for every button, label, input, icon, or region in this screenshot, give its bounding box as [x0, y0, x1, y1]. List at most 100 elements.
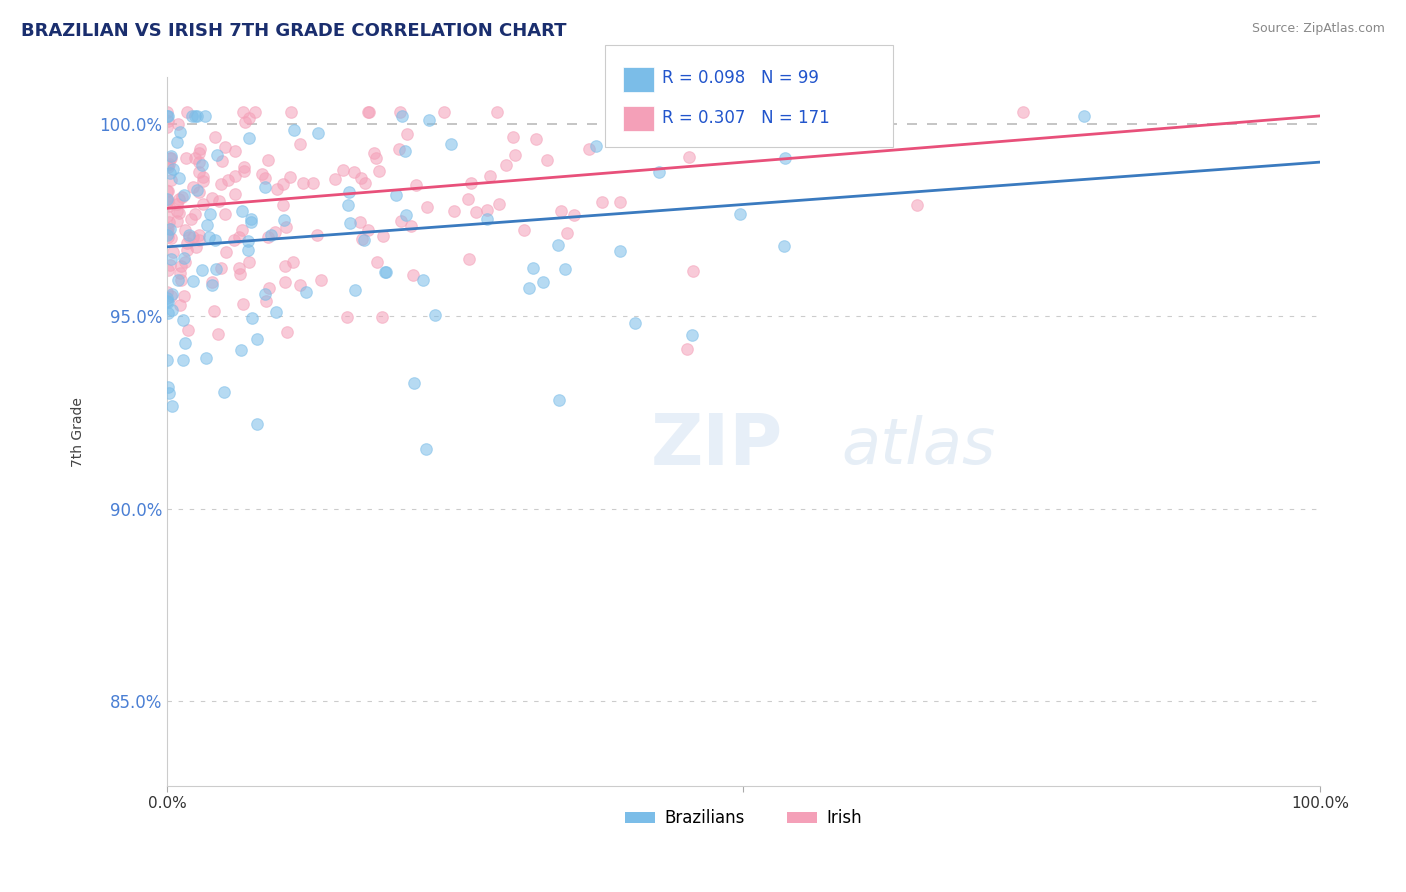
Point [475, 202, 498, 217]
Point [177, 323, 200, 337]
Point [311, 273, 333, 287]
Point [201, 275, 224, 289]
Point [238, 111, 260, 125]
Point [232, 164, 254, 178]
Point [443, 204, 465, 219]
Point [198, 207, 221, 221]
Point [388, 105, 411, 120]
Point [156, 262, 179, 277]
Point [156, 226, 179, 240]
Point [412, 273, 434, 287]
Point [190, 142, 212, 156]
Point [174, 223, 197, 237]
Point [204, 129, 226, 144]
Point [159, 258, 181, 272]
Point [391, 109, 413, 123]
Point [547, 238, 569, 252]
Point [212, 385, 235, 400]
Point [273, 212, 295, 227]
Point [191, 169, 214, 184]
Point [208, 194, 231, 208]
Point [157, 221, 180, 235]
Point [703, 109, 725, 123]
Point [169, 125, 191, 139]
Point [359, 105, 381, 120]
Point [156, 109, 179, 123]
Point [479, 169, 502, 184]
Point [253, 287, 276, 301]
Point [266, 182, 288, 196]
Point [201, 277, 224, 292]
Point [517, 281, 540, 295]
Point [730, 118, 752, 132]
Point [505, 147, 527, 161]
Point [193, 174, 215, 188]
Point [166, 204, 188, 219]
Point [354, 177, 377, 191]
Point [336, 310, 359, 324]
Point [280, 105, 302, 120]
Point [236, 243, 259, 257]
Point [167, 205, 190, 219]
Point [191, 158, 214, 172]
Point [172, 190, 194, 204]
Point [274, 275, 297, 289]
Point [475, 212, 498, 227]
Point [183, 274, 205, 288]
Point [205, 262, 228, 277]
Point [160, 173, 183, 187]
Point [305, 227, 328, 242]
Point [173, 251, 195, 265]
Point [181, 180, 204, 194]
Point [157, 160, 180, 174]
Point [486, 105, 509, 120]
Point [162, 399, 184, 413]
Point [224, 144, 246, 158]
Point [173, 188, 195, 202]
Point [167, 273, 190, 287]
Point [273, 177, 295, 191]
Point [156, 293, 179, 308]
Point [256, 153, 278, 168]
Point [675, 343, 697, 357]
Point [373, 228, 395, 243]
Y-axis label: 7th Grade: 7th Grade [72, 397, 86, 467]
Point [339, 216, 361, 230]
Point [238, 254, 260, 268]
Point [162, 161, 184, 176]
Point [224, 187, 246, 202]
Point [394, 144, 416, 158]
Point [181, 230, 204, 244]
Point [337, 198, 360, 212]
Point [156, 194, 179, 208]
Point [307, 126, 329, 140]
Point [174, 335, 197, 350]
Point [531, 275, 554, 289]
Point [488, 197, 510, 211]
Text: R = 0.307   N = 171: R = 0.307 N = 171 [662, 109, 830, 127]
Point [349, 215, 371, 229]
Point [184, 239, 207, 253]
Point [353, 233, 375, 247]
Point [207, 327, 229, 342]
Point [243, 105, 266, 120]
Legend: Brazilians, Irish: Brazilians, Irish [617, 803, 869, 834]
Point [157, 198, 180, 212]
Point [181, 109, 204, 123]
Point [465, 204, 488, 219]
Point [399, 219, 422, 233]
Point [232, 297, 254, 311]
Point [418, 112, 440, 127]
Point [173, 289, 195, 303]
Point [172, 312, 194, 326]
Point [170, 273, 193, 287]
Text: BRAZILIAN VS IRISH 7TH GRADE CORRELATION CHART: BRAZILIAN VS IRISH 7TH GRADE CORRELATION… [21, 22, 567, 40]
Point [156, 353, 179, 368]
Point [513, 223, 536, 237]
Point [254, 294, 277, 309]
Point [170, 259, 193, 273]
Point [609, 244, 631, 259]
Point [156, 227, 179, 242]
Point [187, 234, 209, 248]
Point [274, 220, 297, 235]
